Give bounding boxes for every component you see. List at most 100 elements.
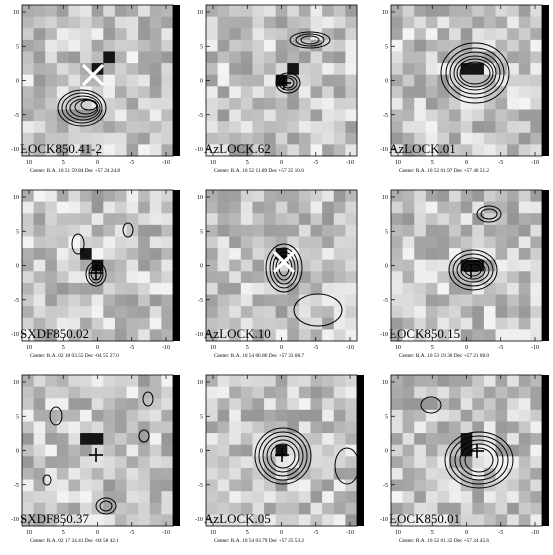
pixel [217, 317, 230, 330]
pixel [322, 502, 335, 515]
pixel [402, 236, 415, 249]
pixel [252, 271, 265, 284]
pixel [68, 317, 81, 330]
pixel [402, 282, 415, 295]
y-tick-label: 10 [382, 380, 388, 386]
pixel [206, 375, 219, 388]
pixel [495, 97, 508, 110]
pixel [414, 271, 427, 284]
pixel [495, 456, 508, 469]
pixel [287, 479, 300, 492]
color-bar [173, 375, 180, 526]
pixel [310, 236, 323, 249]
pixel [103, 144, 116, 157]
pixel [103, 456, 116, 469]
pixel [483, 5, 496, 18]
pixel [287, 97, 300, 110]
pixel [264, 16, 277, 29]
pixel [229, 375, 242, 388]
contour-line [99, 500, 113, 512]
pixel [149, 97, 162, 110]
pixel [217, 97, 230, 110]
y-tick-label: 0 [385, 264, 388, 270]
x-tick-label: -10 [346, 160, 354, 166]
source-name-label: AzLOCK.05 [204, 511, 271, 526]
pixel [472, 433, 485, 446]
pixel [449, 28, 462, 41]
contour-line [449, 435, 509, 485]
pixel [310, 479, 323, 492]
color-bar [173, 5, 180, 156]
x-tick-label: -5 [129, 530, 134, 536]
pixel [240, 375, 253, 388]
pixel [518, 467, 531, 480]
pixel-map [391, 5, 543, 157]
pixel [449, 294, 462, 307]
pixel [80, 409, 93, 422]
stamp-panel: 10 10 5 5 0 0 -5 -5 -10 -10 LOCK850.15 Center: R.A.… [369, 185, 553, 370]
pixel [80, 132, 93, 145]
pixel-map [391, 375, 543, 527]
pixel [114, 398, 127, 411]
pixel [206, 456, 219, 469]
pixel [425, 294, 438, 307]
pixel [264, 132, 277, 145]
pixel [217, 271, 230, 284]
contour-line [440, 42, 510, 104]
pixel [56, 63, 69, 76]
y-tick-label: 0 [200, 449, 203, 455]
pixel [287, 398, 300, 411]
pixel [507, 224, 520, 237]
pixel [402, 433, 415, 446]
pixel [80, 109, 93, 122]
pixel [414, 317, 427, 330]
pixel [161, 386, 174, 399]
pixel [530, 467, 543, 480]
pixel [437, 259, 450, 272]
pixel [322, 467, 335, 480]
pixel [45, 248, 58, 261]
pixel [275, 16, 288, 29]
pixel [530, 421, 543, 434]
pixel [495, 144, 508, 157]
pixel [530, 5, 543, 18]
pixel [240, 514, 253, 527]
pixel [22, 433, 35, 446]
pixel [103, 467, 116, 480]
pixel [33, 16, 46, 29]
pixel [310, 467, 323, 480]
pixel [322, 375, 335, 388]
pixel [240, 5, 253, 18]
pixel [437, 5, 450, 18]
pixel [472, 409, 485, 422]
pixel [33, 28, 46, 41]
pixel [518, 444, 531, 457]
pixel [33, 467, 46, 480]
y-tick-label: -5 [198, 483, 203, 489]
pixel [391, 386, 404, 399]
x-tick-label: -10 [531, 160, 539, 166]
pixel [229, 5, 242, 18]
pixel [402, 224, 415, 237]
pixel [91, 213, 104, 226]
pixel [22, 28, 35, 41]
pixel [206, 213, 219, 226]
pixel [22, 444, 35, 457]
pixel [518, 132, 531, 145]
pixel [126, 433, 139, 446]
pixel [161, 479, 174, 492]
pixel [495, 329, 508, 342]
pixel [114, 144, 127, 157]
y-tick-label: 5 [385, 414, 388, 420]
pixel [264, 386, 277, 399]
pixel [437, 39, 450, 52]
contour-line [275, 72, 301, 94]
pixel [414, 121, 427, 134]
pixel [103, 421, 116, 434]
y-tick-label: -10 [195, 332, 203, 338]
center-coordinates-caption: Center: R.A. 10 52 01.97 Dec +57 40 51.2 [399, 168, 490, 174]
pixel [414, 386, 427, 399]
pixel [103, 386, 116, 399]
pixel [22, 39, 35, 52]
pixel [91, 456, 104, 469]
